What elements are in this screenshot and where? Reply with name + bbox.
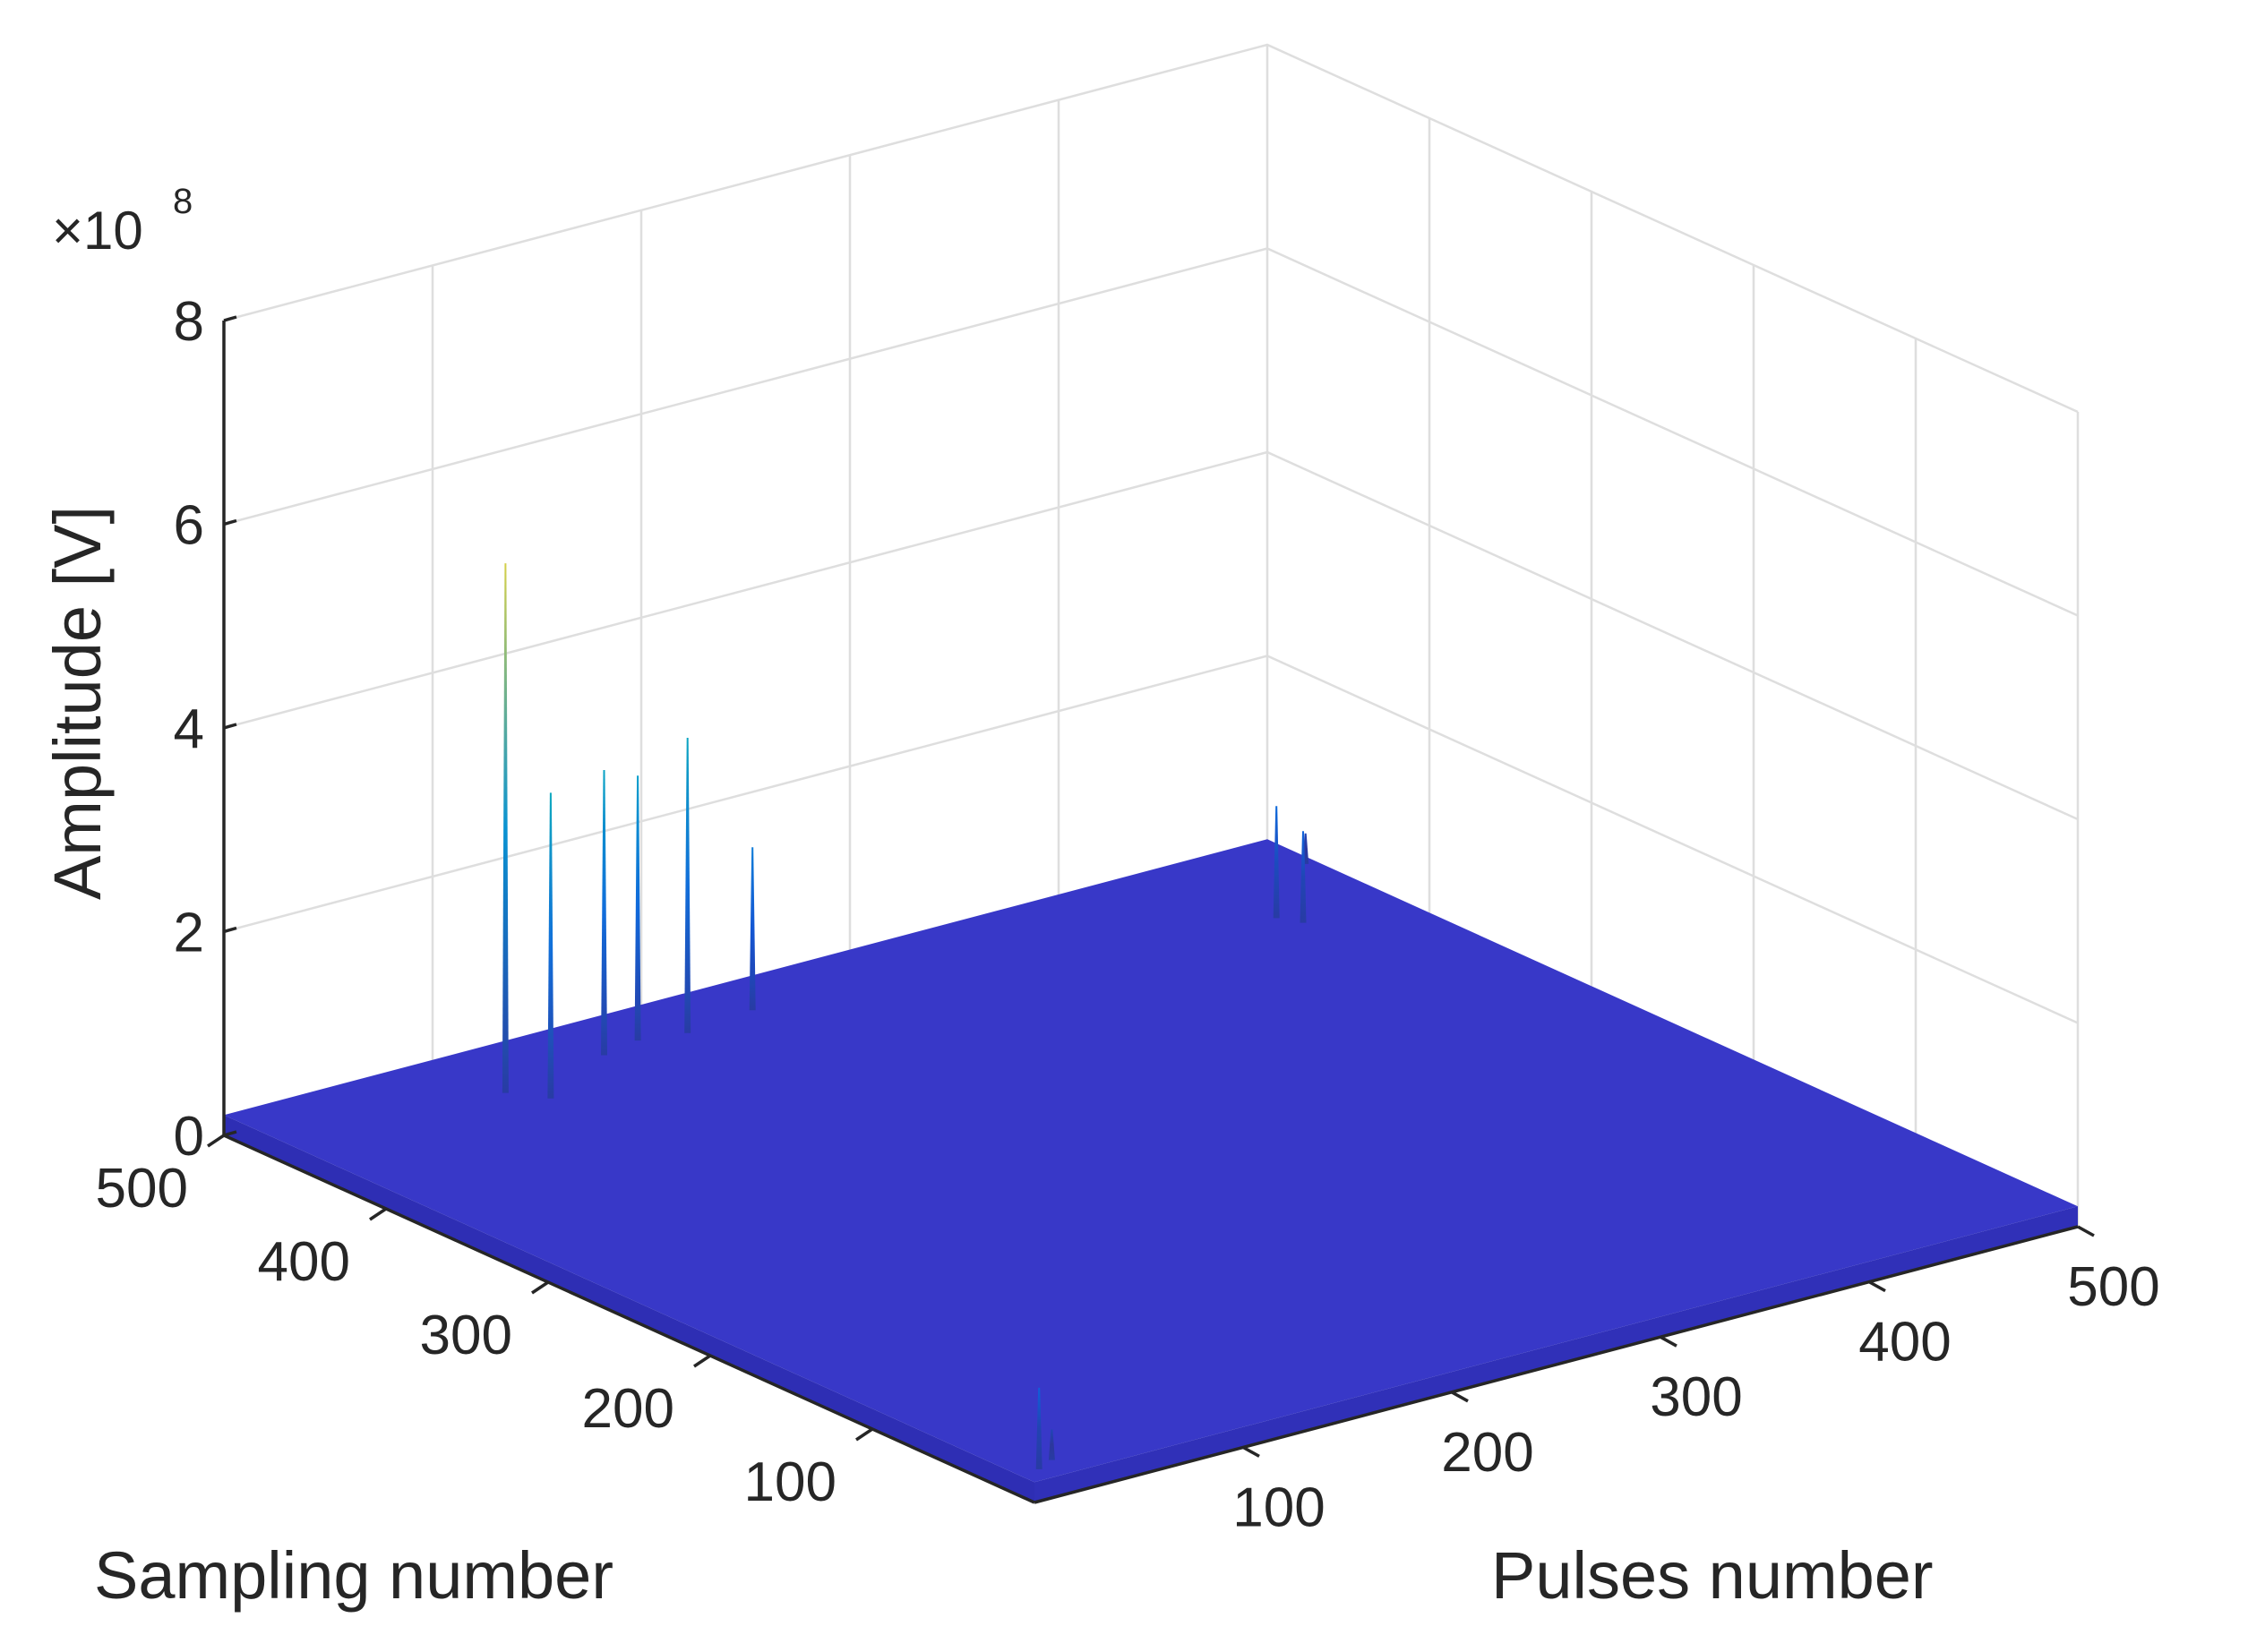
z-tick-mark <box>223 315 237 322</box>
x-tick-label: 200 <box>1441 1422 1533 1484</box>
x-tick-mark <box>1451 1391 1469 1403</box>
axes <box>207 315 2095 1504</box>
y-tick-label: 200 <box>582 1378 674 1440</box>
y-tick-label: 100 <box>744 1451 837 1513</box>
y-axis-label: Sampling number <box>94 1538 613 1613</box>
x-tick-label: 500 <box>2067 1256 2159 1318</box>
z-tick-mark <box>223 1130 237 1137</box>
surface-peak <box>684 738 691 1033</box>
z-tick-label: 0 <box>174 1106 204 1168</box>
z-tick-label: 8 <box>174 291 204 353</box>
surface-peak <box>1273 806 1280 919</box>
surface-peak <box>601 770 607 1056</box>
y-tick-mark <box>693 1354 711 1368</box>
x-tick-label: 400 <box>1858 1312 1951 1374</box>
z-tick-label: 2 <box>174 903 204 964</box>
z-gridline <box>223 43 2079 414</box>
surface-peak <box>749 847 756 1011</box>
surface-peak <box>634 775 641 1041</box>
z-tick-label: 6 <box>174 495 204 557</box>
y-tick-label: 400 <box>258 1231 350 1293</box>
z-gridline <box>223 450 2079 821</box>
x-axis-line <box>1034 1225 2079 1504</box>
x-tick-mark <box>1660 1335 1677 1348</box>
grid-lines <box>222 43 2080 1227</box>
surface-peak <box>547 792 554 1099</box>
x-axis-label: Pulses number <box>1491 1538 1934 1613</box>
x-tick-mark <box>1242 1445 1260 1458</box>
y-tick-mark <box>855 1427 873 1442</box>
z-tick-mark <box>223 518 237 526</box>
surface-peak <box>1300 831 1307 923</box>
z-tick-mark <box>223 723 237 730</box>
y-tick-label: 500 <box>96 1158 188 1220</box>
surface-floor <box>224 839 2078 1483</box>
z-exponent-power: 8 <box>173 182 193 221</box>
y-tick-mark <box>369 1207 387 1221</box>
surface <box>224 563 2078 1502</box>
x-tick-label: 100 <box>1232 1477 1325 1538</box>
y-tick-mark <box>207 1134 225 1148</box>
y-axis-line <box>223 1134 1035 1504</box>
surface-side-right <box>1034 1206 2078 1502</box>
surface-peak <box>1048 1429 1055 1460</box>
x-tick-mark <box>1868 1280 1886 1293</box>
y-tick-mark <box>531 1280 549 1295</box>
z-axis-label: Amplitude [V] <box>40 506 115 900</box>
z-gridline <box>223 247 2079 617</box>
x-tick-mark <box>2077 1225 2095 1237</box>
x-tick-label: 300 <box>1650 1366 1742 1428</box>
surface-side-left <box>224 1115 1034 1502</box>
surface-peak <box>1035 1387 1042 1469</box>
y-tick-label: 300 <box>420 1305 512 1366</box>
surface-peak <box>502 563 509 1093</box>
tick-labels: 0 2 4 6 8 100 200 300 400 500 100 200 300 400 500 <box>96 291 2160 1538</box>
z-exponent-label: ×10 <box>52 201 143 261</box>
z-tick-mark <box>223 926 237 934</box>
z-tick-label: 4 <box>174 698 204 760</box>
